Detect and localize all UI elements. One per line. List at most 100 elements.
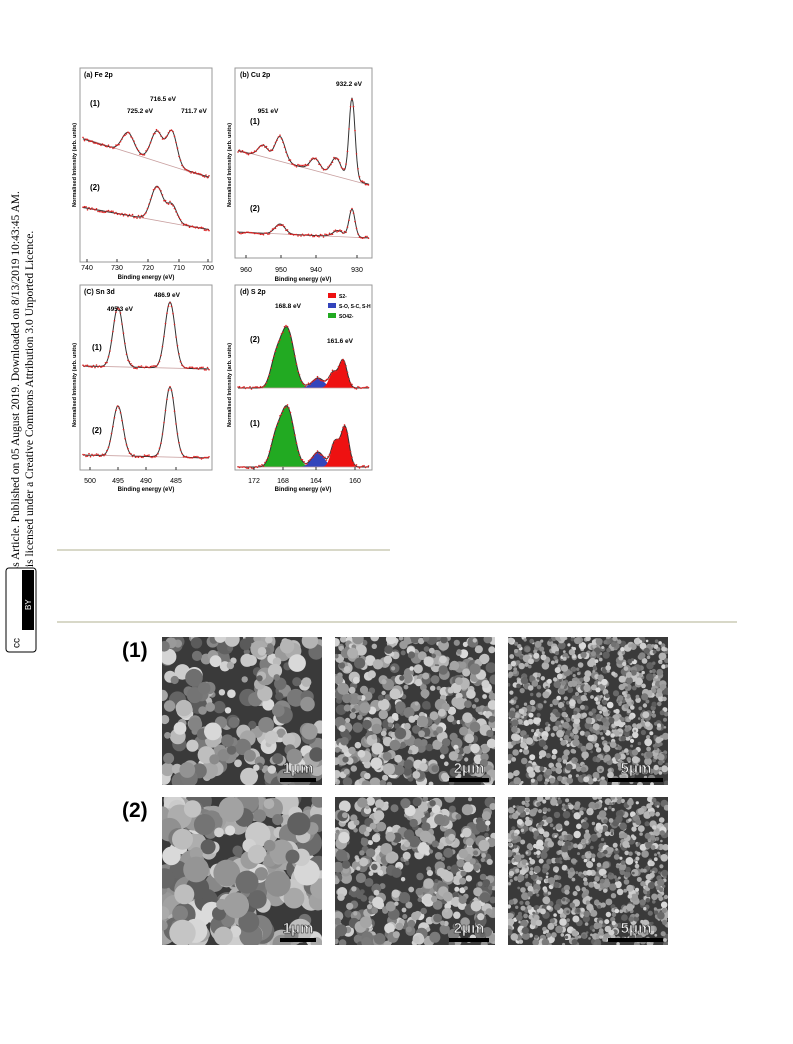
grain	[546, 678, 552, 684]
grain	[629, 738, 635, 744]
grain	[611, 807, 615, 812]
data-point	[101, 211, 104, 213]
data-point	[157, 363, 159, 365]
data-point	[340, 360, 343, 363]
grain	[486, 729, 494, 738]
grain	[409, 666, 415, 671]
grain	[489, 674, 495, 685]
grain	[354, 657, 366, 669]
grain	[630, 924, 635, 929]
grain	[562, 943, 566, 945]
grain	[400, 877, 406, 882]
data-point	[136, 367, 138, 370]
data-point	[270, 367, 272, 370]
grain	[523, 748, 530, 755]
grain	[227, 689, 236, 698]
grain	[665, 762, 668, 767]
grain	[652, 661, 656, 665]
grain	[421, 822, 431, 832]
grain	[635, 913, 640, 918]
grain	[482, 694, 487, 699]
grain	[657, 912, 665, 920]
grain	[538, 809, 542, 814]
data-point	[331, 161, 334, 163]
grain	[595, 700, 601, 705]
grain	[657, 753, 665, 761]
grain	[523, 913, 528, 919]
grain	[514, 649, 518, 653]
grain	[511, 726, 518, 733]
grain	[398, 892, 411, 904]
grain	[545, 768, 553, 776]
data-point	[169, 302, 171, 304]
data-point	[249, 386, 251, 388]
grain	[540, 820, 545, 826]
grain	[594, 697, 599, 702]
grain	[562, 810, 571, 819]
grain	[647, 891, 651, 895]
grain	[417, 842, 430, 854]
data-point	[89, 455, 92, 458]
grain	[460, 870, 467, 877]
grain	[649, 670, 653, 673]
grain	[335, 877, 340, 885]
grain	[647, 797, 653, 803]
panel-frame	[79, 284, 213, 471]
grain	[558, 678, 562, 683]
data-point	[237, 466, 239, 468]
data-point	[289, 411, 292, 414]
grain	[212, 906, 226, 921]
grain	[462, 668, 471, 677]
grain	[428, 849, 434, 854]
grain	[633, 637, 641, 645]
grain	[595, 747, 602, 753]
data-point	[237, 151, 239, 153]
grain	[531, 729, 535, 733]
grain	[418, 730, 425, 738]
grain	[525, 862, 529, 866]
x-tick-label: 740	[81, 265, 93, 272]
data-point	[191, 366, 194, 369]
grain	[610, 828, 615, 833]
data-point	[241, 150, 244, 152]
grain	[585, 742, 594, 751]
grain	[616, 942, 620, 945]
data-point	[115, 144, 117, 146]
data-point	[328, 164, 331, 167]
grain	[340, 736, 349, 746]
grain	[379, 779, 387, 785]
grain	[351, 886, 357, 892]
data-point	[360, 387, 362, 390]
grain	[561, 807, 565, 811]
grain	[414, 678, 423, 687]
grain	[513, 734, 521, 741]
data-point	[367, 386, 370, 389]
grain	[590, 835, 598, 842]
data-point	[113, 319, 116, 322]
grain	[631, 701, 635, 705]
grain	[624, 748, 629, 753]
data-point	[88, 365, 90, 368]
grain	[643, 811, 652, 819]
grain	[367, 904, 373, 910]
grain	[536, 839, 544, 847]
grain	[584, 817, 588, 821]
data-point	[190, 457, 192, 459]
grain	[508, 882, 511, 886]
grain	[348, 686, 356, 694]
y-axis-label: Normalised Intensity (arb. units)	[72, 123, 78, 207]
grain	[446, 865, 452, 871]
grain	[592, 665, 597, 669]
grain	[637, 825, 645, 832]
grain	[599, 878, 605, 884]
grain	[569, 867, 575, 873]
grain	[335, 778, 338, 783]
grain	[386, 781, 393, 785]
grain	[630, 744, 634, 748]
grain	[639, 640, 643, 644]
x-tick-label: 960	[240, 267, 252, 274]
grain	[539, 728, 544, 733]
grain	[595, 934, 601, 940]
grain	[659, 887, 664, 892]
data-point	[346, 371, 349, 374]
